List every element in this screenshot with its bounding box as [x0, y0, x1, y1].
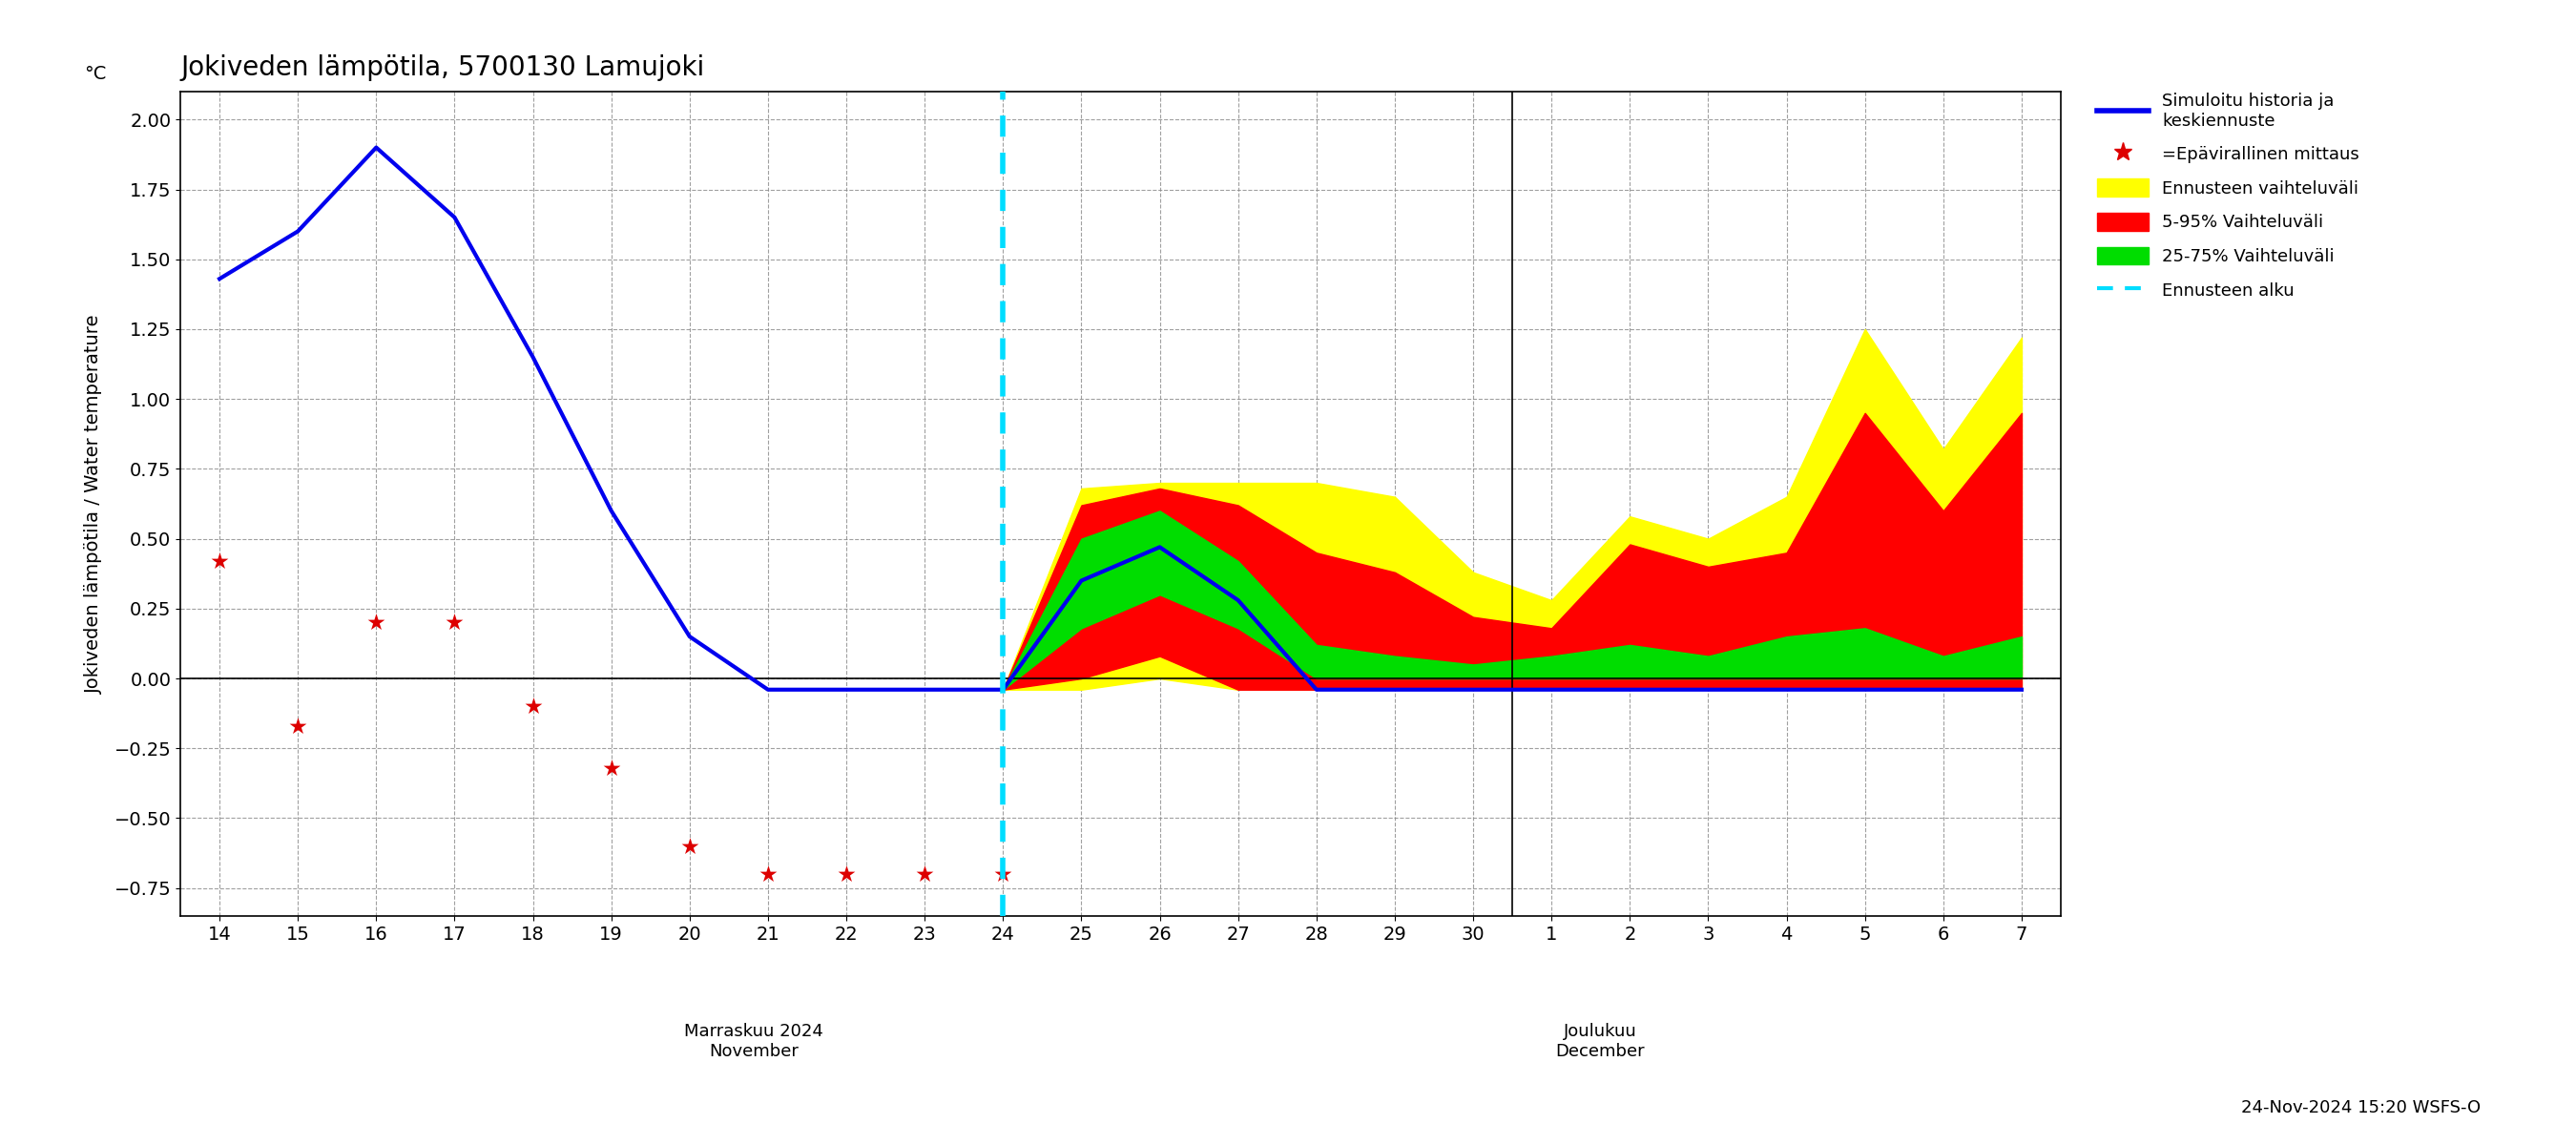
Text: Jokiveden lämpötila, 5700130 Lamujoki: Jokiveden lämpötila, 5700130 Lamujoki	[180, 55, 703, 81]
Point	[198, 552, 240, 570]
Point	[433, 614, 474, 632]
Point	[590, 759, 631, 777]
Point	[981, 864, 1023, 883]
Legend: Simuloitu historia ja
keskiennuste, =Epävirallinen mittaus, Ennusteen vaihteluvä: Simuloitu historia ja keskiennuste, =Epä…	[2089, 84, 2367, 308]
Text: 24-Nov-2024 15:20 WSFS-O: 24-Nov-2024 15:20 WSFS-O	[2241, 1099, 2481, 1116]
Y-axis label: Jokiveden lämpötila / Water temperature: Jokiveden lämpötila / Water temperature	[85, 314, 103, 694]
Text: Joulukuu
December: Joulukuu December	[1556, 1024, 1643, 1060]
Point	[355, 614, 397, 632]
Point	[747, 864, 788, 883]
Point	[278, 717, 319, 735]
Text: °C: °C	[85, 65, 106, 84]
Text: Marraskuu 2024
November: Marraskuu 2024 November	[685, 1024, 824, 1060]
Point	[827, 864, 868, 883]
Point	[670, 837, 711, 855]
Point	[513, 697, 554, 716]
Point	[904, 864, 945, 883]
